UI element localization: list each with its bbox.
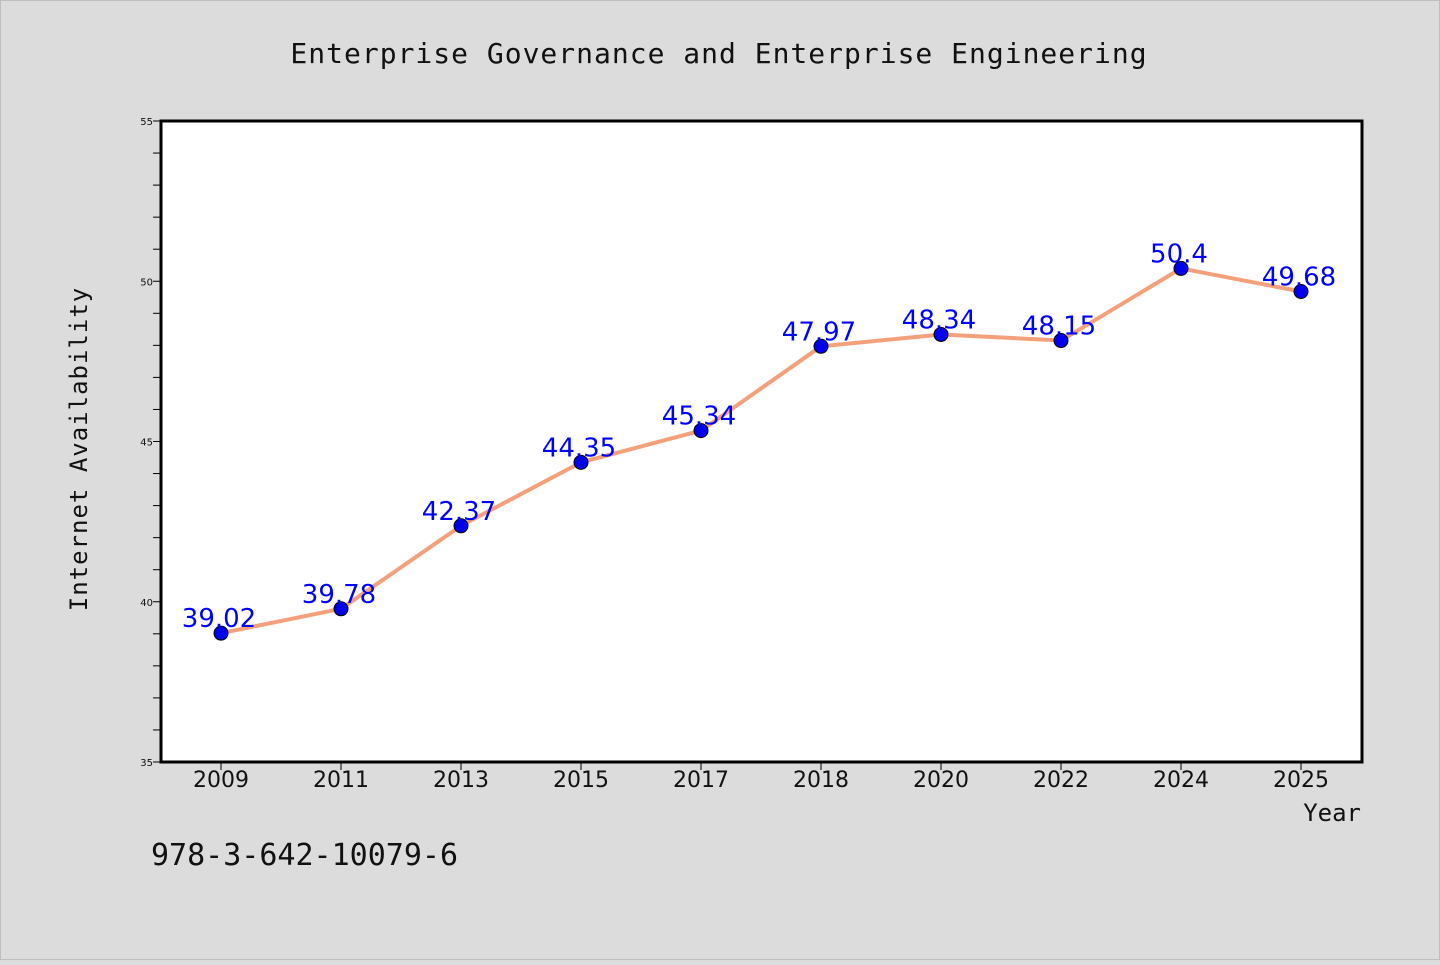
x-tick-label: 2024 bbox=[1153, 768, 1209, 793]
x-tick-label: 2020 bbox=[913, 768, 969, 793]
x-axis-label: Year bbox=[1303, 799, 1361, 827]
x-tick-label: 2011 bbox=[313, 768, 369, 793]
data-labels: 39.02 39.78 42.37 44.35 45.34 47.97 48.34 48.15… bbox=[182, 239, 1336, 634]
x-tick-label: 2022 bbox=[1033, 768, 1089, 793]
data-label: 44.35 bbox=[542, 433, 616, 463]
data-label: 45.34 bbox=[662, 402, 736, 432]
y-tick-label: 35 bbox=[140, 758, 153, 769]
y-tick-label: 55 bbox=[140, 117, 153, 128]
y-axis-label: Internet Availability bbox=[65, 287, 93, 611]
x-tick-label: 2015 bbox=[553, 768, 609, 793]
series-line bbox=[220, 266, 1302, 636]
data-point bbox=[813, 338, 829, 354]
data-label: 42.37 bbox=[422, 497, 496, 527]
data-point bbox=[333, 601, 349, 617]
data-label: 50.4 bbox=[1150, 239, 1208, 269]
data-label: 47.97 bbox=[782, 317, 856, 347]
data-point bbox=[1293, 284, 1309, 300]
plot-area bbox=[159, 119, 1364, 764]
footnote-isbn: 978-3-642-10079-6 bbox=[151, 838, 458, 873]
x-axis: 2009 2011 2013 2015 2017 2018 2020 2022 2024 2025 bbox=[193, 762, 1329, 793]
data-point bbox=[453, 518, 469, 534]
y-tick-label: 45 bbox=[140, 438, 153, 449]
data-point bbox=[1173, 260, 1189, 276]
series-layer bbox=[213, 260, 1309, 641]
data-label: 49.68 bbox=[1262, 263, 1336, 293]
x-tick-label: 2018 bbox=[793, 768, 849, 793]
data-point bbox=[693, 423, 709, 439]
x-tick-label: 2017 bbox=[673, 768, 729, 793]
data-point bbox=[213, 625, 229, 641]
y-axis: 35 40 45 50 55 bbox=[140, 117, 161, 769]
x-tick-label: 2013 bbox=[433, 768, 489, 793]
x-tick-label: 2025 bbox=[1273, 768, 1329, 793]
data-label: 48.15 bbox=[1022, 312, 1096, 342]
data-point bbox=[1053, 333, 1069, 349]
data-point bbox=[933, 326, 949, 342]
chart-title: Enterprise Governance and Enterprise Eng… bbox=[290, 37, 1147, 70]
data-label: 39.78 bbox=[302, 580, 376, 610]
data-point bbox=[573, 454, 589, 470]
data-label: 48.34 bbox=[902, 305, 976, 335]
x-tick-label: 2009 bbox=[193, 768, 249, 793]
data-label: 39.02 bbox=[182, 604, 256, 634]
y-tick-label: 50 bbox=[140, 277, 153, 288]
y-tick-label: 40 bbox=[140, 598, 153, 609]
